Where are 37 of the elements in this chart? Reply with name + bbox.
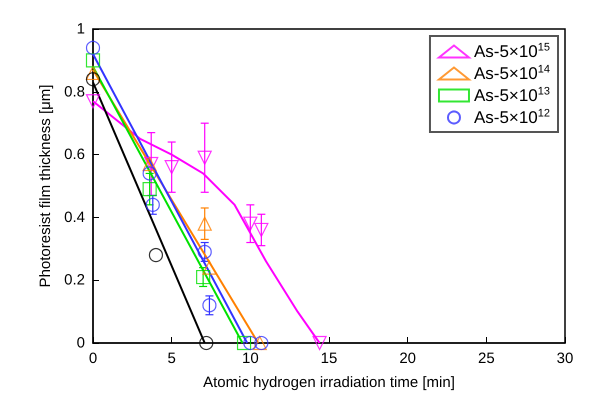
x-tick-label: 0 xyxy=(88,350,98,367)
point xyxy=(202,298,217,312)
point xyxy=(86,66,100,80)
point xyxy=(198,150,212,165)
point xyxy=(198,216,212,231)
point xyxy=(86,94,100,108)
point xyxy=(86,72,100,86)
y-tick-label: 0.6 xyxy=(64,146,85,164)
point xyxy=(196,270,210,284)
point xyxy=(146,198,160,212)
point xyxy=(236,336,252,350)
x-tick-label: 5 xyxy=(167,350,176,367)
point xyxy=(142,166,157,181)
y-tick-label: 0.8 xyxy=(64,83,85,100)
x-tick-label: 30 xyxy=(556,350,574,367)
x-tick-label: 10 xyxy=(242,350,259,367)
y-tick-label: 0.4 xyxy=(64,208,85,226)
point xyxy=(243,336,258,350)
point xyxy=(243,216,258,231)
point xyxy=(202,260,217,275)
point xyxy=(199,336,214,350)
y-axis-title: Photoresist film thickness [μm] xyxy=(37,84,54,288)
point xyxy=(312,336,327,350)
x-tick-label: 25 xyxy=(478,350,495,367)
point xyxy=(86,40,100,55)
y-tick-label: 0.2 xyxy=(64,272,85,289)
point xyxy=(148,248,164,262)
x-tick-label: 15 xyxy=(320,350,338,367)
point xyxy=(142,182,157,196)
point xyxy=(164,160,179,174)
y-tick-label: 0 xyxy=(76,334,85,352)
x-tick-label: 20 xyxy=(399,350,416,367)
point xyxy=(254,222,268,238)
point xyxy=(86,53,100,68)
x-axis-title: Atomic hydrogen irradiation time [min] xyxy=(203,374,455,391)
y-tick-label: 1 xyxy=(76,20,85,38)
point xyxy=(198,244,212,260)
